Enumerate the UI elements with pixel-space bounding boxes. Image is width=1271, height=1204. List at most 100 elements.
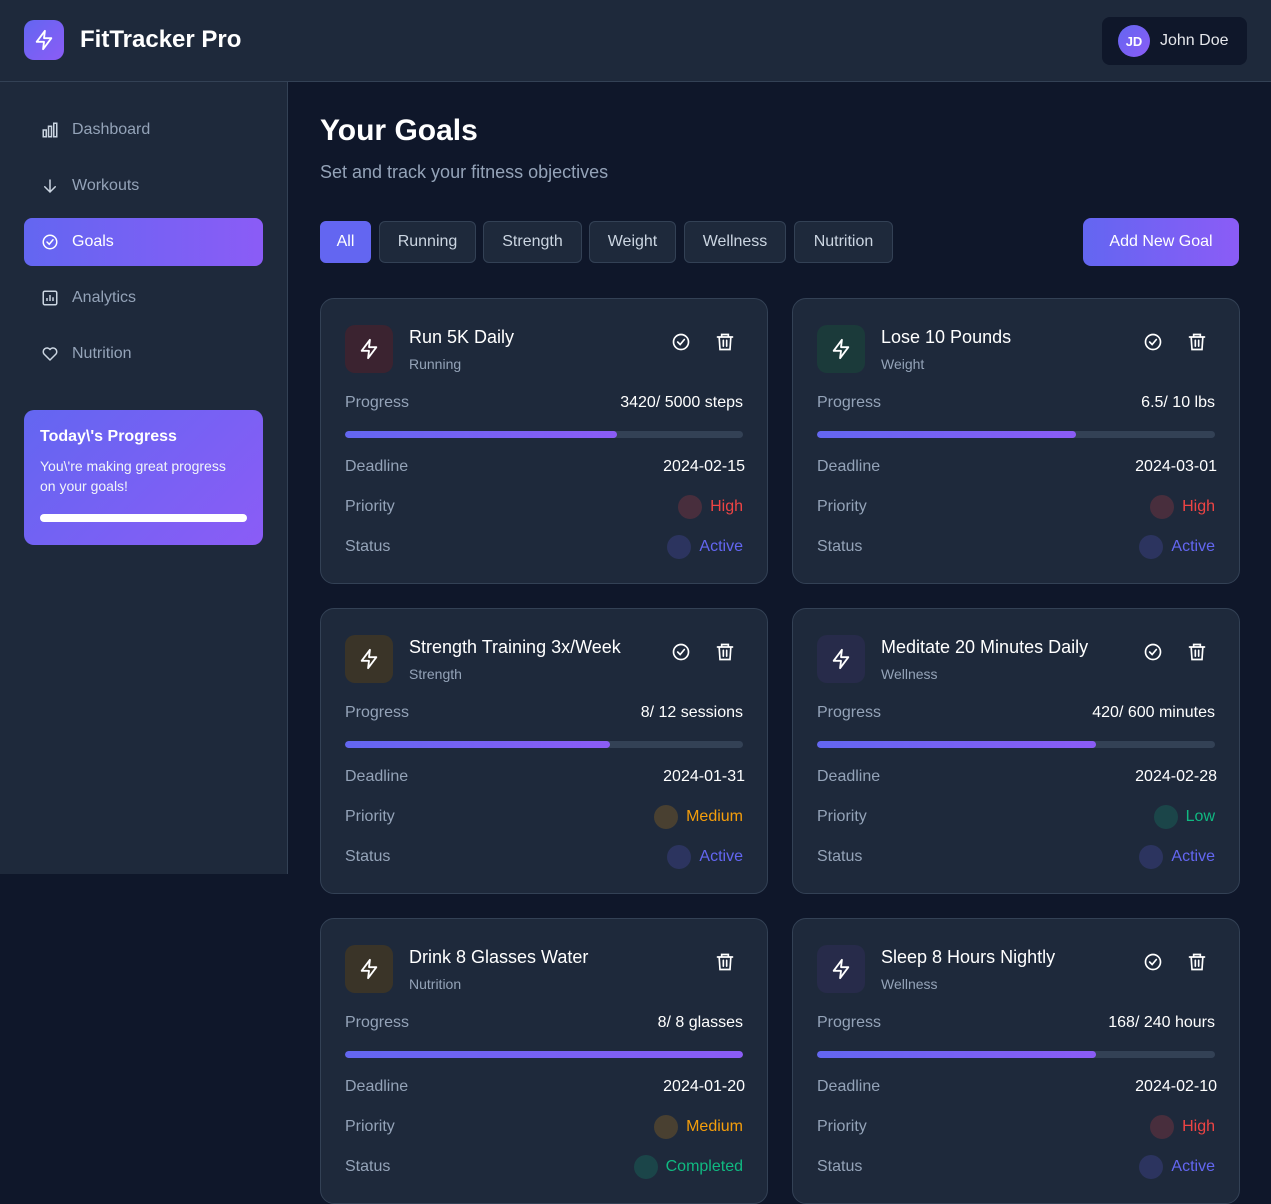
lightning-icon — [817, 325, 865, 373]
delete-icon[interactable] — [1187, 952, 1207, 972]
delete-icon[interactable] — [715, 642, 735, 662]
sidebar-item-goals[interactable]: Goals — [24, 218, 263, 266]
deadline-value: 2024-02-15 — [663, 458, 745, 475]
priority-label: Priority — [345, 498, 395, 515]
priority-text: Medium — [686, 808, 743, 825]
goal-card: Lose 10 Pounds Weight Progress 6.5/ 10 lbs D… — [792, 298, 1240, 584]
deadline-label: Deadline — [345, 1078, 409, 1095]
progress-bar — [345, 741, 743, 748]
deadline-value: 2024-01-20 — [663, 1078, 745, 1095]
status-badge: Active — [667, 845, 743, 869]
filter-all[interactable]: All — [320, 221, 371, 263]
sidebar-item-label: Workouts — [72, 177, 140, 194]
mark-complete-icon[interactable] — [1143, 642, 1163, 662]
status-text: Active — [699, 538, 743, 555]
lightning-icon[interactable] — [24, 20, 64, 60]
progress-label: Progress — [345, 704, 410, 721]
filter-weight[interactable]: Weight — [589, 221, 676, 263]
mark-complete-icon[interactable] — [671, 642, 691, 662]
priority-badge: Low — [1153, 805, 1215, 829]
status-text: Active — [1171, 1158, 1215, 1175]
progress-bar-fill — [817, 1051, 1096, 1058]
analytics-icon — [40, 288, 60, 308]
status-label: Status — [817, 538, 863, 555]
progress-value: 3420/ 5000 steps — [620, 394, 743, 411]
progress-label: Progress — [817, 394, 882, 411]
status-label: Status — [345, 1158, 391, 1175]
status-badge: Active — [667, 535, 743, 559]
status-dot — [667, 535, 692, 559]
progress-card-text: You\'re making great progress on your go… — [40, 458, 226, 494]
status-badge: Completed — [633, 1155, 743, 1179]
status-dot — [633, 1155, 658, 1179]
progress-label: Progress — [817, 704, 882, 721]
priority-dot — [678, 495, 703, 519]
progress-value: 168/ 240 hours — [1108, 1014, 1215, 1031]
progress-bar — [345, 1051, 743, 1058]
progress-bar — [817, 431, 1215, 438]
progress-label: Progress — [817, 1014, 882, 1031]
progress-bar — [345, 431, 743, 438]
sidebar-item-workouts[interactable]: Workouts — [24, 162, 263, 210]
priority-label: Priority — [345, 1118, 395, 1135]
filter-wellness[interactable]: Wellness — [684, 221, 786, 263]
progress-bar-fill — [817, 741, 1096, 748]
status-badge: Active — [1139, 1155, 1215, 1179]
priority-label: Priority — [817, 498, 867, 515]
priority-dot — [1150, 495, 1175, 519]
goal-card: Drink 8 Glasses Water Nutrition Progress 8/… — [320, 918, 768, 1204]
status-badge: Active — [1139, 535, 1215, 559]
goal-category: Wellness — [881, 976, 938, 992]
filter-strength[interactable]: Strength — [483, 221, 582, 263]
goal-card: Sleep 8 Hours Nightly Wellness Progress 168… — [792, 918, 1240, 1204]
goal-category: Nutrition — [409, 976, 462, 992]
page-subtitle: Set and track your fitness objectives — [320, 162, 609, 182]
priority-badge: High — [1150, 1115, 1215, 1139]
status-dot — [1139, 1155, 1164, 1179]
sidebar-item-analytics[interactable]: Analytics — [24, 274, 263, 322]
priority-dot — [1153, 805, 1178, 829]
status-text: Active — [1171, 538, 1215, 555]
delete-icon[interactable] — [1187, 642, 1207, 662]
todays-progress-card: Today\'s Progress You\'re making great p… — [24, 410, 263, 545]
goal-title: Strength Training 3x/Week — [409, 637, 621, 657]
status-label: Status — [345, 538, 391, 555]
sidebar-item-nutrition[interactable]: Nutrition — [24, 330, 263, 378]
priority-text: High — [710, 498, 743, 515]
mark-complete-icon[interactable] — [1143, 952, 1163, 972]
add-new-goal-button[interactable]: Add New Goal — [1083, 218, 1239, 266]
progress-value: 6.5/ 10 lbs — [1141, 394, 1215, 411]
priority-label: Priority — [817, 1118, 867, 1135]
priority-label: Priority — [817, 808, 867, 825]
mark-complete-icon[interactable] — [1143, 332, 1163, 352]
deadline-label: Deadline — [345, 768, 409, 785]
sidebar-item-dashboard[interactable]: Dashboard — [24, 106, 263, 154]
deadline-label: Deadline — [817, 458, 881, 475]
app-header: FitTracker Pro JD John Doe — [0, 0, 1271, 82]
filter-running[interactable]: Running — [379, 221, 476, 263]
delete-icon[interactable] — [715, 332, 735, 352]
user-menu-button[interactable]: JD John Doe — [1102, 17, 1247, 65]
status-text: Active — [699, 848, 743, 865]
app-title: FitTracker Pro — [80, 26, 242, 53]
filter-nutrition[interactable]: Nutrition — [794, 221, 893, 263]
mark-complete-icon[interactable] — [671, 332, 691, 352]
priority-badge: High — [1150, 495, 1215, 519]
goal-card: Meditate 20 Minutes Daily Wellness Progres… — [792, 608, 1240, 894]
progress-card-title: Today\'s Progress — [40, 428, 177, 445]
priority-dot — [654, 1115, 679, 1139]
progress-bar-fill — [345, 741, 611, 748]
priority-badge: Medium — [654, 805, 743, 829]
sidebar: Dashboard Workouts Goals Analytics Nutri… — [0, 82, 288, 874]
progress-bar-fill — [345, 431, 618, 438]
deadline-value: 2024-02-28 — [1135, 768, 1217, 785]
avatar: JD — [1118, 25, 1150, 57]
priority-badge: High — [678, 495, 743, 519]
priority-text: Low — [1185, 808, 1215, 825]
delete-icon[interactable] — [1187, 332, 1207, 352]
delete-icon[interactable] — [715, 952, 735, 972]
sidebar-item-label: Goals — [72, 233, 114, 250]
priority-text: High — [1182, 498, 1215, 515]
priority-text: Medium — [686, 1118, 743, 1135]
bar-chart-icon — [40, 120, 60, 140]
